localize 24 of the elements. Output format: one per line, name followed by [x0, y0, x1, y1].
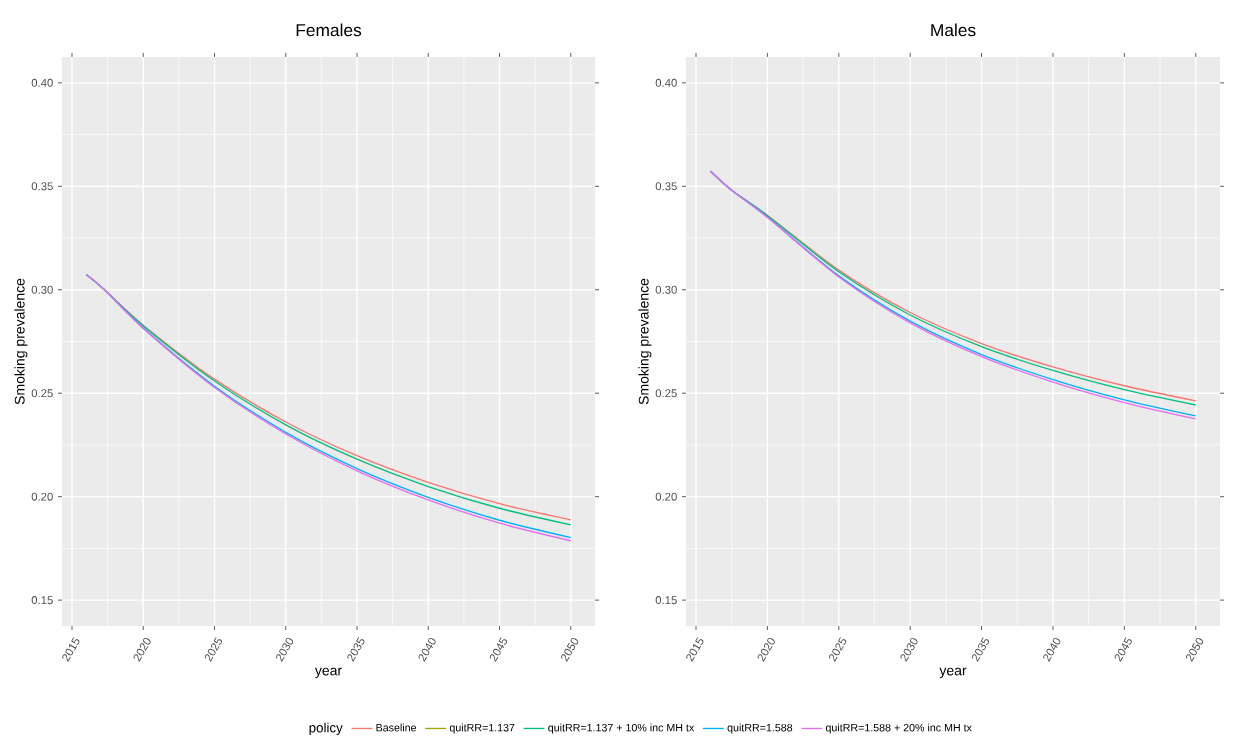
y-axis-title: Smoking prevalence [638, 278, 652, 405]
y-tick-label: 0.15 [31, 596, 53, 605]
chart-title: Females [296, 23, 362, 37]
legend-label: Baseline [376, 723, 417, 732]
legend-label: quitRR=1.588 [727, 723, 793, 734]
y-tick-label: 0.40 [655, 78, 677, 87]
y-tick-label: 0.35 [655, 182, 677, 191]
x-axis-title: year [939, 667, 967, 679]
legend-label: quitRR=1.588 + 20% inc MH tx [825, 723, 972, 734]
legend-label: quitRR=1.137 + 10% inc MH tx [548, 723, 695, 734]
y-tick-label: 0.15 [655, 596, 677, 605]
y-tick-label: 0.25 [655, 389, 677, 398]
y-tick-label: 0.35 [31, 182, 53, 191]
y-tick-label: 0.25 [31, 389, 53, 398]
y-tick-label: 0.40 [31, 78, 53, 87]
x-axis-title: year [314, 667, 342, 679]
y-tick-label: 0.20 [31, 492, 53, 501]
y-tick-label: 0.30 [31, 285, 53, 294]
legend-label: quitRR=1.137 [449, 723, 515, 734]
y-axis-title: Smoking prevalence [14, 278, 28, 405]
y-tick-label: 0.30 [655, 285, 677, 294]
chart-title: Males [931, 23, 976, 37]
legend-title: policy [309, 722, 343, 736]
y-tick-label: 0.20 [655, 492, 677, 501]
